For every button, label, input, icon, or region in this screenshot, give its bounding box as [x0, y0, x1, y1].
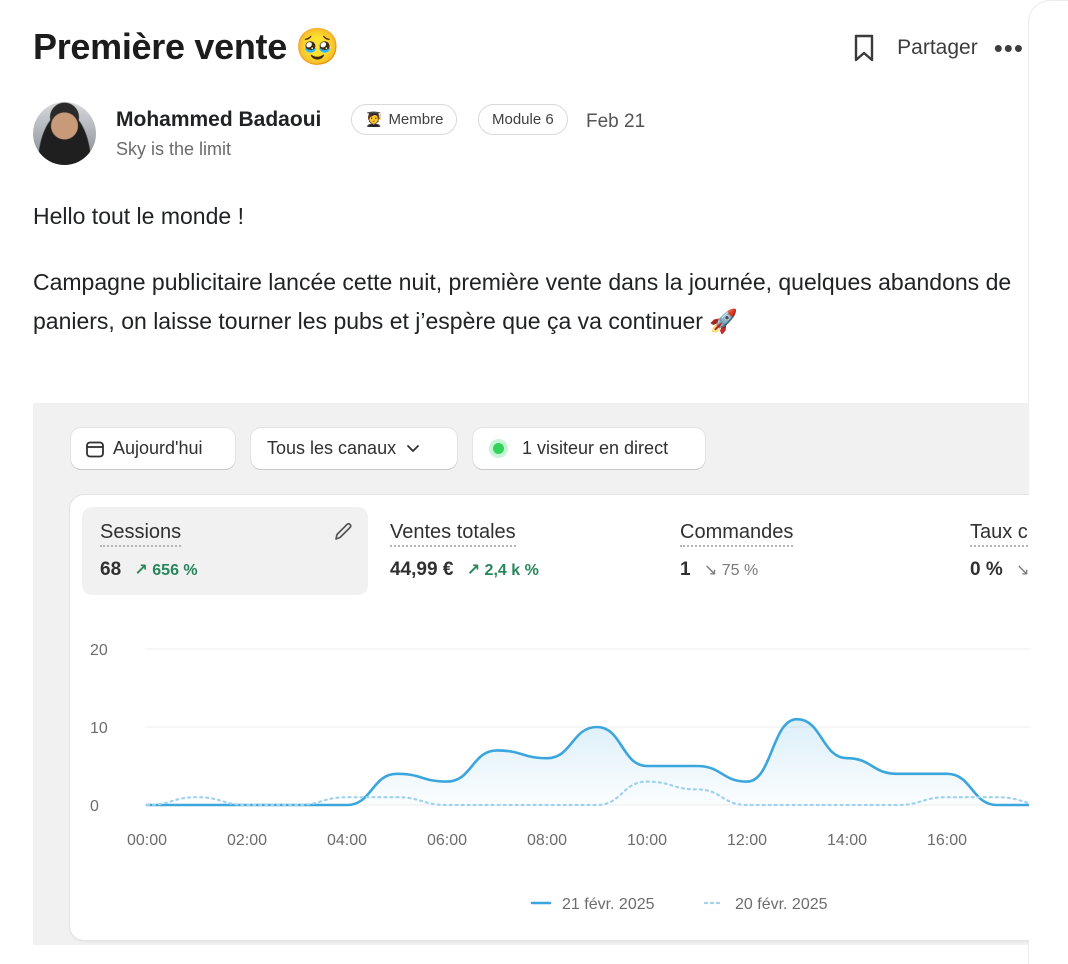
metric-value: 0 % ↘: [970, 559, 1029, 581]
channel-filter-label: Tous les canaux: [267, 438, 397, 458]
post-actions: Partager •••: [851, 32, 1024, 64]
date-filter-label: Aujourd'hui: [113, 438, 203, 458]
series-line-comparison[interactable]: [145, 780, 1029, 807]
post-date: Feb 21: [586, 111, 646, 132]
metric-value-text: 44,99 €: [390, 559, 454, 580]
metric-orders[interactable]: Commandes 1 ↘ 75 %: [662, 507, 948, 595]
chevron-down-icon: [406, 444, 420, 454]
module-badge-label: Module 6: [492, 111, 554, 128]
member-badge-label: Membre: [388, 111, 444, 128]
metric-delta-text: 656 %: [152, 562, 198, 579]
series-area: [147, 719, 1029, 805]
share-button[interactable]: Partager: [897, 36, 978, 59]
author-name[interactable]: Mohammed Badaoui: [116, 108, 322, 131]
pleading-face-icon: 🥹: [294, 26, 340, 67]
channel-filter-button[interactable]: Tous les canaux: [251, 428, 457, 469]
x-tick-label: 14:00: [827, 832, 867, 849]
more-options-icon[interactable]: •••: [993, 33, 1024, 63]
post-title-text: Première vente: [33, 26, 287, 67]
metric-label: Ventes totales: [390, 521, 516, 547]
metric-delta-text: 2,4 k %: [484, 562, 539, 579]
x-tick-label: 00:00: [127, 832, 167, 849]
metric-delta: ↘: [1016, 562, 1029, 579]
metric-delta: ↗ 2,4 k %: [466, 562, 539, 579]
x-tick-label: 02:00: [227, 832, 267, 849]
live-dot-icon: [493, 443, 504, 454]
x-tick-label: 04:00: [327, 832, 367, 849]
metric-conversion-rate[interactable]: Taux c 0 % ↘: [952, 507, 1029, 595]
legend-label[interactable]: 21 févr. 2025: [562, 896, 655, 913]
post-header: Première vente 🥹 Partager •••: [33, 26, 1029, 70]
metric-delta: ↘ 75 %: [703, 562, 759, 579]
analytics-screenshot[interactable]: Aujourd'hui Tous les canaux 1 visiteur e…: [33, 403, 1029, 945]
graduate-icon: 🧑‍🎓: [365, 111, 383, 127]
metric-value: 68 ↗ 656 %: [100, 559, 198, 581]
sessions-chart[interactable]: 0 10 20 00:00 02:00 04:00 06:00 08:00 10:00 12:00…: [70, 635, 1029, 940]
author-tagline: Sky is the limit: [116, 139, 232, 159]
post-title: Première vente 🥹: [33, 26, 340, 68]
metric-delta: ↗ 656 %: [134, 562, 198, 579]
post-paragraph-2: Campagne publicitaire lancée cette nuit,…: [33, 269, 1012, 334]
x-tick-label: 06:00: [427, 832, 467, 849]
metric-value: 44,99 € ↗ 2,4 k %: [390, 559, 539, 581]
bookmark-button[interactable]: [851, 33, 877, 63]
pencil-icon[interactable]: [332, 521, 354, 548]
y-tick-label: 0: [90, 798, 99, 815]
metric-label: Commandes: [680, 521, 794, 547]
date-filter-button[interactable]: Aujourd'hui: [71, 428, 235, 469]
module-badge[interactable]: Module 6: [478, 104, 568, 135]
metric-sessions[interactable]: Sessions 68 ↗ 656 %: [82, 507, 368, 595]
live-visitors-label: 1 visiteur en direct: [522, 438, 669, 458]
calendar-icon: [85, 439, 105, 459]
metric-value-text: 0 %: [970, 559, 1003, 580]
live-visitors-button[interactable]: 1 visiteur en direct: [473, 428, 705, 469]
post-paragraph-1: Hello tout le monde !: [33, 203, 244, 229]
metric-value: 1 ↘ 75 %: [680, 559, 758, 581]
y-tick-label: 20: [90, 642, 108, 659]
metric-total-sales[interactable]: Ventes totales 44,99 € ↗ 2,4 k %: [372, 507, 658, 595]
bookmark-icon: [854, 34, 874, 62]
x-tick-label: 10:00: [627, 832, 667, 849]
y-tick-label: 10: [90, 720, 108, 737]
legend-label[interactable]: 20 févr. 2025: [735, 896, 828, 913]
metric-delta-text: 75 %: [721, 562, 759, 579]
metric-value-text: 68: [100, 559, 122, 580]
x-tick-label: 08:00: [527, 832, 567, 849]
card-edge: [1028, 0, 1068, 964]
author-row: Mohammed Badaoui 🧑‍🎓 Membre Module 6 Feb…: [33, 102, 1029, 168]
metric-label: Sessions: [100, 521, 182, 547]
avatar[interactable]: [33, 102, 96, 165]
post: Première vente 🥹 Partager ••• Mohammed Ba…: [33, 0, 1029, 964]
x-tick-label: 12:00: [727, 832, 767, 849]
metric-label: Taux c: [970, 521, 1028, 547]
metrics-panel: Sessions 68 ↗ 656 % Ventes totales 44,99…: [70, 495, 1029, 940]
x-tick-label: 16:00: [927, 832, 967, 849]
metric-value-text: 1: [680, 559, 691, 580]
member-badge: 🧑‍🎓 Membre: [351, 104, 458, 135]
series-line-current[interactable]: [145, 717, 1029, 807]
